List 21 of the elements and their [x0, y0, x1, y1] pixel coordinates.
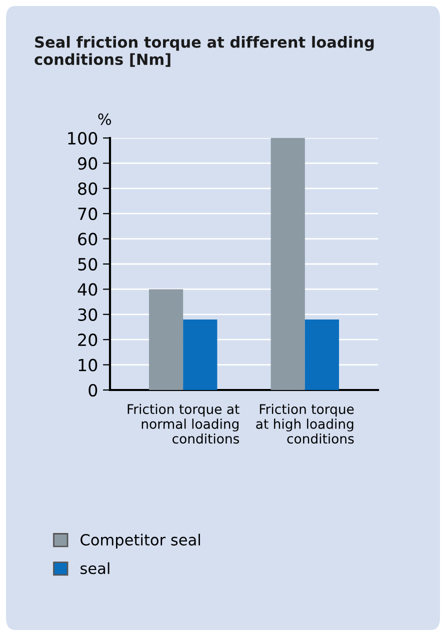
x-tick-label: Friction torque at high loading conditions: [256, 404, 354, 444]
bar: [304, 319, 340, 390]
y-tick-label: 20: [78, 334, 98, 346]
y-tick-label: 70: [78, 208, 98, 220]
bar: [183, 319, 218, 390]
y-tick-label: 10: [78, 358, 98, 372]
y-tick-label: 50: [78, 258, 98, 271]
legend-label: seal: [80, 562, 110, 574]
x-tick-label: Friction torque at normal loading conditions: [128, 404, 240, 444]
y-axis-title: %: [98, 113, 112, 125]
y-tick-label: 90: [78, 157, 98, 170]
y-tick-label: 60: [78, 232, 98, 246]
y-tick-label: 80: [78, 182, 98, 195]
chart-title: Seal friction torque at different loading conditions [Nm]: [34, 36, 374, 67]
y-tick-label: 100: [68, 132, 98, 145]
bar: [148, 289, 184, 390]
y-tick-label: 0: [88, 384, 98, 397]
y-tick-label: 40: [78, 283, 98, 296]
legend-label: Competitor seal: [80, 534, 200, 549]
y-tick-label: 30: [78, 308, 98, 321]
bar: [270, 138, 305, 390]
